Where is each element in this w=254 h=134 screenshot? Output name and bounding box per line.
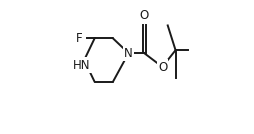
Text: HN: HN (73, 59, 90, 72)
Text: F: F (76, 32, 82, 45)
Text: O: O (140, 9, 149, 22)
Text: O: O (158, 60, 167, 74)
Text: N: N (124, 47, 133, 60)
